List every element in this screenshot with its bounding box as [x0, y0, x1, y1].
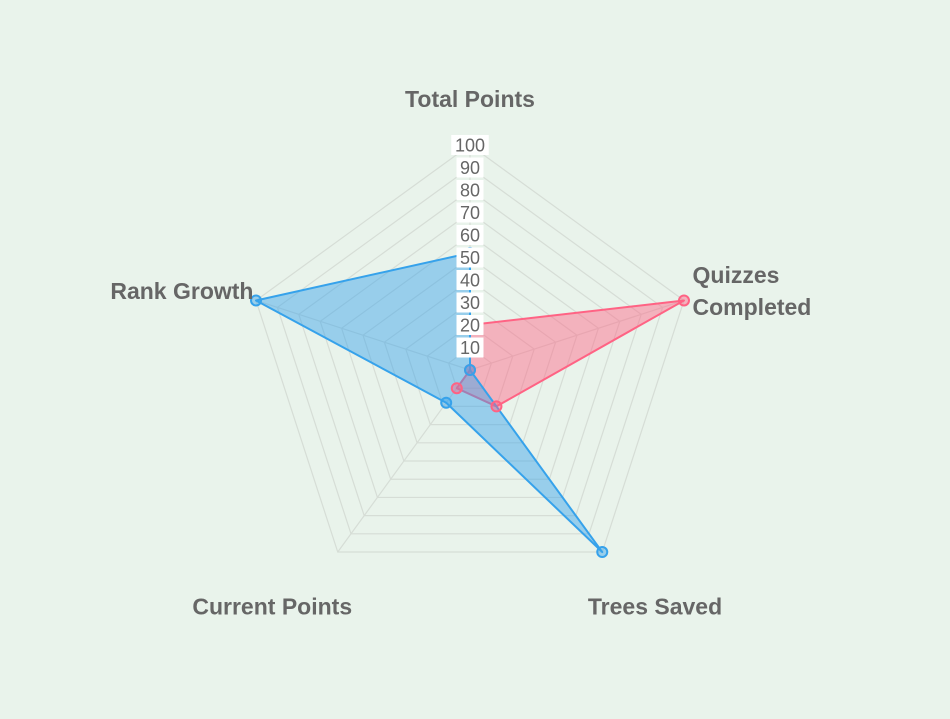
tick-label-40: 40 — [460, 271, 480, 291]
tick-label-bg-70 — [456, 202, 484, 223]
tick-label-20: 20 — [460, 316, 480, 336]
tick-label-50: 50 — [460, 248, 480, 268]
grid-ring-10 — [447, 346, 493, 389]
series-2-point-current-points[interactable] — [440, 396, 453, 409]
axis-label-total-points: Total Points — [405, 86, 535, 112]
tick-label-60: 60 — [460, 226, 480, 246]
tick-label-bg-30 — [456, 292, 484, 313]
tick-label-80: 80 — [460, 181, 480, 201]
tick-label-100: 100 — [455, 136, 485, 156]
tick-label-bg-40 — [456, 270, 484, 290]
radar-axis-labels: Total Points Quizzes Completed Trees Saved C… — [110, 86, 811, 619]
grid-ring-20 — [426, 324, 514, 408]
tick-label-30: 30 — [460, 293, 480, 313]
tick-label-bg-90 — [456, 157, 484, 178]
grid-ring-90 — [276, 166, 664, 535]
tick-label-bg-10 — [456, 337, 484, 358]
series-1-point-quizzes-completed[interactable] — [677, 294, 690, 307]
axis-label-rank-growth: Rank Growth — [110, 278, 253, 304]
axis-label-trees-saved: Trees Saved — [588, 593, 722, 619]
grid-ring-50 — [362, 256, 578, 462]
grid-ring-40 — [383, 279, 557, 444]
tick-label-70: 70 — [460, 203, 480, 223]
series-1-point-trees-saved[interactable] — [490, 400, 503, 413]
grid-ring-100 — [255, 144, 685, 553]
tick-label-bg-80 — [456, 180, 484, 200]
series-1-point-current-points[interactable] — [450, 382, 463, 395]
spoke-current-points — [337, 369, 471, 553]
tick-label-90: 90 — [460, 158, 480, 178]
tick-label-10: 10 — [460, 338, 480, 358]
series-2-point-quizzes-completed[interactable] — [464, 364, 476, 376]
axis-label-current-points: Current Points — [192, 593, 352, 619]
spoke-rank-growth — [255, 299, 471, 371]
tick-label-bg-100 — [451, 135, 489, 155]
series-2-point-trees-saved[interactable] — [596, 546, 609, 559]
tick-label-bg-50 — [456, 247, 484, 268]
radar-series — [250, 247, 690, 559]
axis-label-quizzes-completed: Quizzes Completed — [693, 262, 812, 320]
tick-label-bg-20 — [456, 315, 484, 335]
grid-ring-70 — [319, 211, 621, 499]
tick-label-bg-60 — [456, 225, 484, 245]
grid-ring-80 — [298, 189, 642, 517]
series-2-point-rank-growth[interactable] — [250, 294, 263, 307]
series-1-area — [455, 299, 685, 408]
spoke-quizzes-completed — [469, 299, 685, 371]
